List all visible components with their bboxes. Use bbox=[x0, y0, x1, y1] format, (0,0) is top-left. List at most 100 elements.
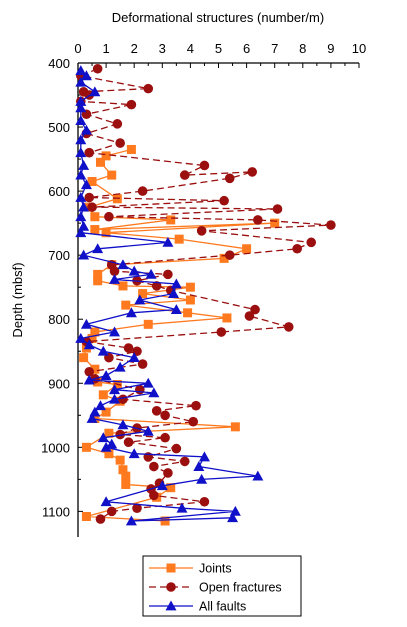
data-point bbox=[142, 377, 154, 388]
x-tick-label: 0 bbox=[74, 41, 81, 56]
data-point bbox=[78, 159, 90, 170]
x-tick-label: 6 bbox=[243, 41, 250, 56]
y-tick-label: 500 bbox=[48, 120, 70, 135]
data-point bbox=[171, 443, 182, 454]
data-point bbox=[224, 173, 235, 184]
data-point bbox=[222, 313, 232, 323]
data-point bbox=[106, 438, 118, 449]
data-point bbox=[86, 413, 98, 423]
series-layer bbox=[75, 63, 336, 526]
data-point bbox=[101, 151, 111, 161]
data-point bbox=[81, 512, 91, 522]
data-point bbox=[75, 332, 87, 343]
x-tick-label: 8 bbox=[299, 41, 306, 56]
data-point bbox=[109, 393, 121, 404]
data-point bbox=[100, 370, 112, 380]
x-tick-label: 2 bbox=[131, 41, 138, 56]
y-tick-label: 400 bbox=[48, 56, 70, 71]
data-point bbox=[168, 288, 180, 298]
data-point bbox=[163, 269, 173, 280]
data-point bbox=[135, 384, 145, 395]
data-point bbox=[142, 425, 154, 436]
data-point bbox=[123, 343, 134, 353]
y-tick-label: 800 bbox=[48, 312, 70, 327]
data-point bbox=[244, 311, 255, 321]
data-point bbox=[92, 63, 103, 74]
y-axis-title: Depth (mbsf) bbox=[10, 262, 25, 337]
data-point bbox=[253, 215, 263, 225]
data-point bbox=[125, 307, 137, 318]
data-point bbox=[230, 422, 240, 432]
data-point bbox=[95, 157, 105, 167]
data-point bbox=[143, 319, 153, 329]
data-point bbox=[148, 387, 160, 398]
data-point bbox=[121, 300, 131, 310]
x-tick-label: 1 bbox=[102, 41, 109, 56]
data-point bbox=[84, 366, 95, 377]
series-open-fractures bbox=[76, 63, 336, 524]
data-point bbox=[118, 465, 128, 475]
data-point bbox=[84, 147, 95, 158]
data-point bbox=[79, 353, 89, 363]
data-point bbox=[112, 119, 123, 129]
legend-marker bbox=[166, 582, 176, 592]
data-point bbox=[75, 227, 87, 238]
data-point bbox=[126, 144, 136, 154]
data-point bbox=[160, 410, 170, 421]
data-point bbox=[93, 269, 103, 279]
data-point bbox=[326, 220, 336, 230]
data-point bbox=[185, 295, 195, 305]
legend-marker bbox=[166, 563, 176, 573]
data-point bbox=[75, 95, 87, 106]
data-point bbox=[128, 265, 140, 276]
data-point bbox=[75, 169, 87, 180]
data-point bbox=[196, 226, 207, 236]
data-point bbox=[75, 115, 87, 126]
data-point bbox=[115, 455, 125, 465]
data-point bbox=[121, 471, 131, 481]
data-point bbox=[179, 170, 190, 180]
data-point bbox=[163, 468, 173, 478]
y-tick-label: 600 bbox=[48, 184, 70, 199]
legend-label: Open fractures bbox=[199, 581, 282, 595]
data-point bbox=[78, 201, 90, 212]
data-point bbox=[115, 429, 125, 440]
data-point bbox=[252, 470, 264, 481]
data-point bbox=[83, 339, 95, 350]
data-point bbox=[138, 289, 148, 299]
data-point bbox=[118, 394, 128, 405]
data-point bbox=[160, 432, 170, 443]
data-point bbox=[92, 243, 104, 254]
y-ticks: 400 500 600 700 800 900 1000 1100 bbox=[41, 56, 83, 519]
legend-label: Joints bbox=[199, 562, 232, 576]
data-point bbox=[100, 496, 112, 507]
series-all-faults bbox=[75, 65, 264, 526]
data-point bbox=[93, 276, 103, 286]
data-point bbox=[198, 451, 210, 462]
data-point bbox=[81, 442, 91, 452]
data-point bbox=[145, 268, 157, 279]
data-point bbox=[114, 361, 126, 372]
data-point bbox=[185, 282, 195, 292]
y-tick-label: 1100 bbox=[42, 504, 70, 519]
data-point bbox=[219, 195, 229, 206]
data-point bbox=[109, 274, 121, 284]
data-point bbox=[151, 281, 162, 291]
data-point bbox=[128, 448, 140, 459]
data-point bbox=[219, 253, 229, 263]
data-point bbox=[90, 212, 100, 222]
data-point bbox=[224, 250, 235, 260]
data-point bbox=[75, 147, 87, 158]
data-point bbox=[242, 244, 252, 254]
data-point bbox=[98, 390, 108, 400]
data-point bbox=[117, 419, 129, 430]
data-point bbox=[166, 483, 176, 493]
data-point bbox=[80, 179, 92, 190]
data-point bbox=[160, 516, 170, 526]
data-point bbox=[80, 70, 92, 81]
y-tick-label: 900 bbox=[48, 376, 70, 391]
data-point bbox=[188, 416, 199, 427]
data-point bbox=[183, 308, 193, 318]
data-point bbox=[107, 170, 117, 180]
